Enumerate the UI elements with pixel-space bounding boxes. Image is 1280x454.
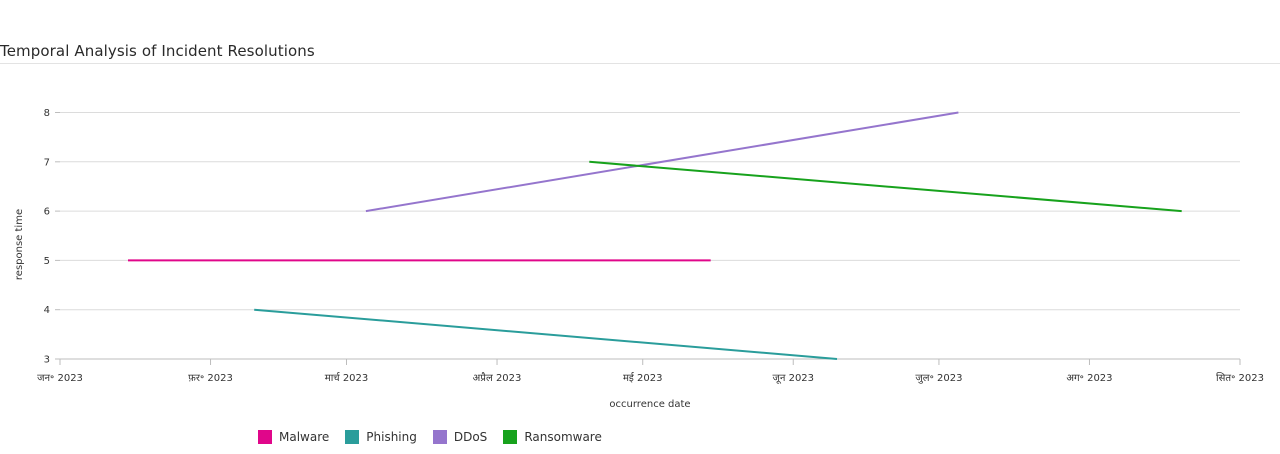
legend-swatch [432,430,447,444]
y-tick-label: 7 [44,157,50,168]
title-divider [0,63,1280,64]
legend-item-malware[interactable]: Malware [258,430,329,444]
legend-item-phishing[interactable]: Phishing [345,430,417,444]
x-tick-label: मई 2023 [623,372,663,384]
legend-label: Ransomware [524,430,602,444]
series-lines [128,111,1182,360]
x-tick-label: जून 2023 [772,373,814,384]
legend-swatch [258,430,272,444]
legend-label: Phishing [366,430,417,444]
legend-item-ddos[interactable]: DDoS [432,430,488,444]
x-tick-label: सित॰ 2023 [1216,372,1264,384]
legend-swatch [345,430,360,444]
axes: 3 4 5 6 7 8 जन॰ 2023 फ़र॰ 2023 मार्च 2023 अप्रैल … [37,108,1264,384]
x-tick-label: फ़र॰ 2023 [188,373,233,384]
y-axis-title: response time [14,209,25,280]
chart-legend: Malware Phishing DDoS Ransomware [258,430,602,444]
series-line-phishing [254,308,838,360]
y-tick-label: 4 [44,305,50,316]
series-line-ddos [365,111,959,213]
x-tick-label: अग॰ 2023 [1066,373,1112,384]
x-tick-label: अप्रैल 2023 [473,372,522,384]
x-axis-title: occurrence date [609,399,690,410]
y-tick-label: 6 [44,207,50,218]
y-tick-label: 3 [44,355,50,366]
legend-label: Malware [279,430,330,444]
chart-title: Temporal Analysis of Incident Resolution… [0,42,315,60]
grid-lines [60,112,1240,360]
series-line-ransomware [589,160,1182,213]
legend-label: DDoS [453,430,488,444]
y-tick-label: 5 [44,256,50,267]
y-tick-label: 8 [44,108,50,119]
x-tick-label: जुल॰ 2023 [915,373,962,384]
legend-item-ransomware[interactable]: Ransomware [503,430,602,444]
x-tick-label: मार्च 2023 [325,372,369,384]
x-tick-label: जन॰ 2023 [37,373,83,384]
legend-swatch [503,430,518,444]
